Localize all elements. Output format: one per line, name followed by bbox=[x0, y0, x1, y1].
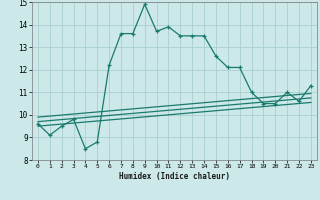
X-axis label: Humidex (Indice chaleur): Humidex (Indice chaleur) bbox=[119, 172, 230, 181]
